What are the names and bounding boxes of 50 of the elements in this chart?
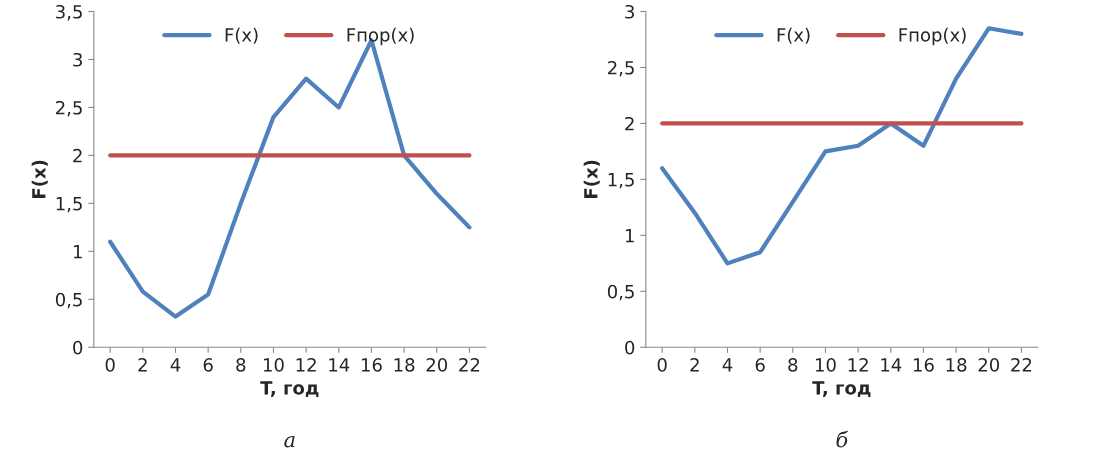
y-tick-label: 0 <box>73 340 83 355</box>
x-tick-label: 4 <box>722 358 733 372</box>
legend-label: F(x) <box>225 27 258 44</box>
x-axis-title: T, год <box>260 381 319 398</box>
text: б <box>836 430 849 448</box>
y-tick-label: 2,5 <box>608 60 634 77</box>
y-tick-label: 3,5 <box>56 4 82 21</box>
x-tick-label: 22 <box>1011 358 1032 372</box>
y-tick-label: 3 <box>73 52 82 67</box>
y-tick-label: 0 <box>625 340 635 355</box>
y-tick-label: 0,5 <box>607 284 634 301</box>
x-tick-label: 6 <box>203 358 213 372</box>
x-tick-label: 12 <box>848 358 868 372</box>
y-axis-title: F(x) <box>583 160 600 198</box>
x-tick-label: 10 <box>263 358 284 372</box>
text: а <box>284 435 295 448</box>
y-tick-label: 2 <box>73 148 82 163</box>
y-tick-label: 1 <box>73 245 82 259</box>
y-tick-label: 3 <box>625 4 634 19</box>
x-tick-label: 2 <box>138 358 147 372</box>
x-tick-label: 20 <box>978 358 1000 372</box>
x-tick-label: 6 <box>755 358 765 372</box>
y-tick-label: 0,5 <box>55 292 82 309</box>
x-tick-label: 12 <box>296 358 316 372</box>
y-tick-label: 2,5 <box>56 100 82 117</box>
x-tick-label: 8 <box>788 358 798 372</box>
legend-label: Fпор(x) <box>347 27 414 46</box>
y-tick-label: 2 <box>625 116 634 131</box>
y-tick-label: 1,5 <box>56 197 82 213</box>
y-tick-label: 1,5 <box>608 173 634 189</box>
x-tick-label: 18 <box>394 358 415 372</box>
x-tick-label: 0 <box>657 358 667 372</box>
y-axis-title: F(x) <box>31 160 48 198</box>
y-tick-label: 1 <box>625 229 634 243</box>
legend-label: F(x) <box>777 27 810 44</box>
line-series <box>660 26 1024 266</box>
x-tick-label: 4 <box>170 358 181 372</box>
x-tick-label: 14 <box>329 358 350 372</box>
x-tick-label: 20 <box>426 358 448 372</box>
x-axis-title: T, год <box>812 381 871 398</box>
legend-label: Fпор(x) <box>899 27 966 46</box>
x-tick-label: 16 <box>361 358 382 372</box>
x-tick-label: 22 <box>459 358 480 372</box>
x-tick-label: 0 <box>105 358 115 372</box>
x-tick-label: 16 <box>913 358 934 372</box>
x-tick-label: 8 <box>236 358 246 372</box>
x-tick-label: 2 <box>690 358 699 372</box>
x-tick-label: 10 <box>815 358 836 372</box>
x-tick-label: 18 <box>946 358 967 372</box>
x-tick-label: 14 <box>881 358 902 372</box>
